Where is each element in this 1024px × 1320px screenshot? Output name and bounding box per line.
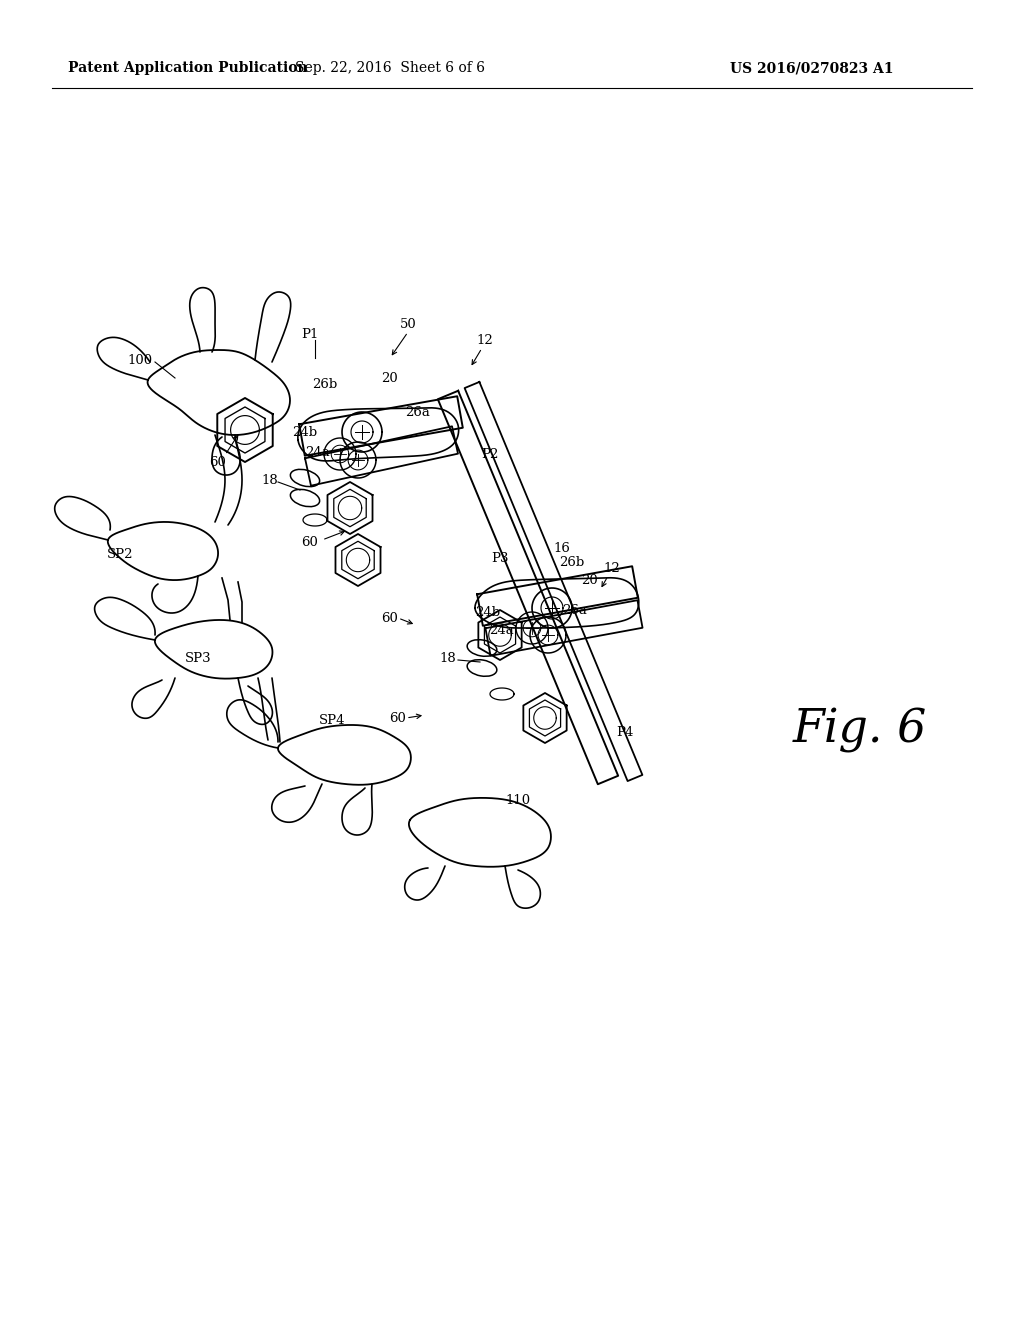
Text: 26b: 26b (312, 379, 338, 392)
Text: US 2016/0270823 A1: US 2016/0270823 A1 (730, 61, 894, 75)
Text: SP2: SP2 (106, 549, 133, 561)
Text: P1: P1 (301, 329, 318, 342)
Text: Fig. 6: Fig. 6 (793, 708, 927, 752)
Text: 60: 60 (382, 611, 398, 624)
Text: 60: 60 (301, 536, 318, 549)
Text: P3: P3 (492, 552, 509, 565)
Text: 60: 60 (389, 711, 407, 725)
Text: 18: 18 (261, 474, 279, 487)
Text: 60: 60 (210, 455, 226, 469)
Text: 110: 110 (506, 793, 530, 807)
Text: Patent Application Publication: Patent Application Publication (68, 61, 307, 75)
Text: 26b: 26b (559, 556, 585, 569)
Text: P2: P2 (481, 449, 499, 462)
Text: Sep. 22, 2016  Sheet 6 of 6: Sep. 22, 2016 Sheet 6 of 6 (295, 61, 485, 75)
Text: 100: 100 (127, 354, 153, 367)
Text: SP3: SP3 (184, 652, 211, 664)
Text: P4: P4 (616, 726, 634, 738)
Text: 16: 16 (554, 541, 570, 554)
Text: 26a: 26a (562, 603, 588, 616)
Text: 24b: 24b (475, 606, 501, 619)
Text: 12: 12 (603, 561, 621, 574)
Text: 50: 50 (399, 318, 417, 331)
Text: 20: 20 (582, 573, 598, 586)
Text: SP4: SP4 (318, 714, 345, 726)
Text: 24a: 24a (489, 623, 514, 636)
Text: 20: 20 (382, 371, 398, 384)
Text: 12: 12 (476, 334, 494, 346)
Text: 24b: 24b (293, 425, 317, 438)
Text: 24a: 24a (305, 446, 331, 458)
Text: 18: 18 (439, 652, 457, 664)
Text: 26a: 26a (406, 405, 430, 418)
